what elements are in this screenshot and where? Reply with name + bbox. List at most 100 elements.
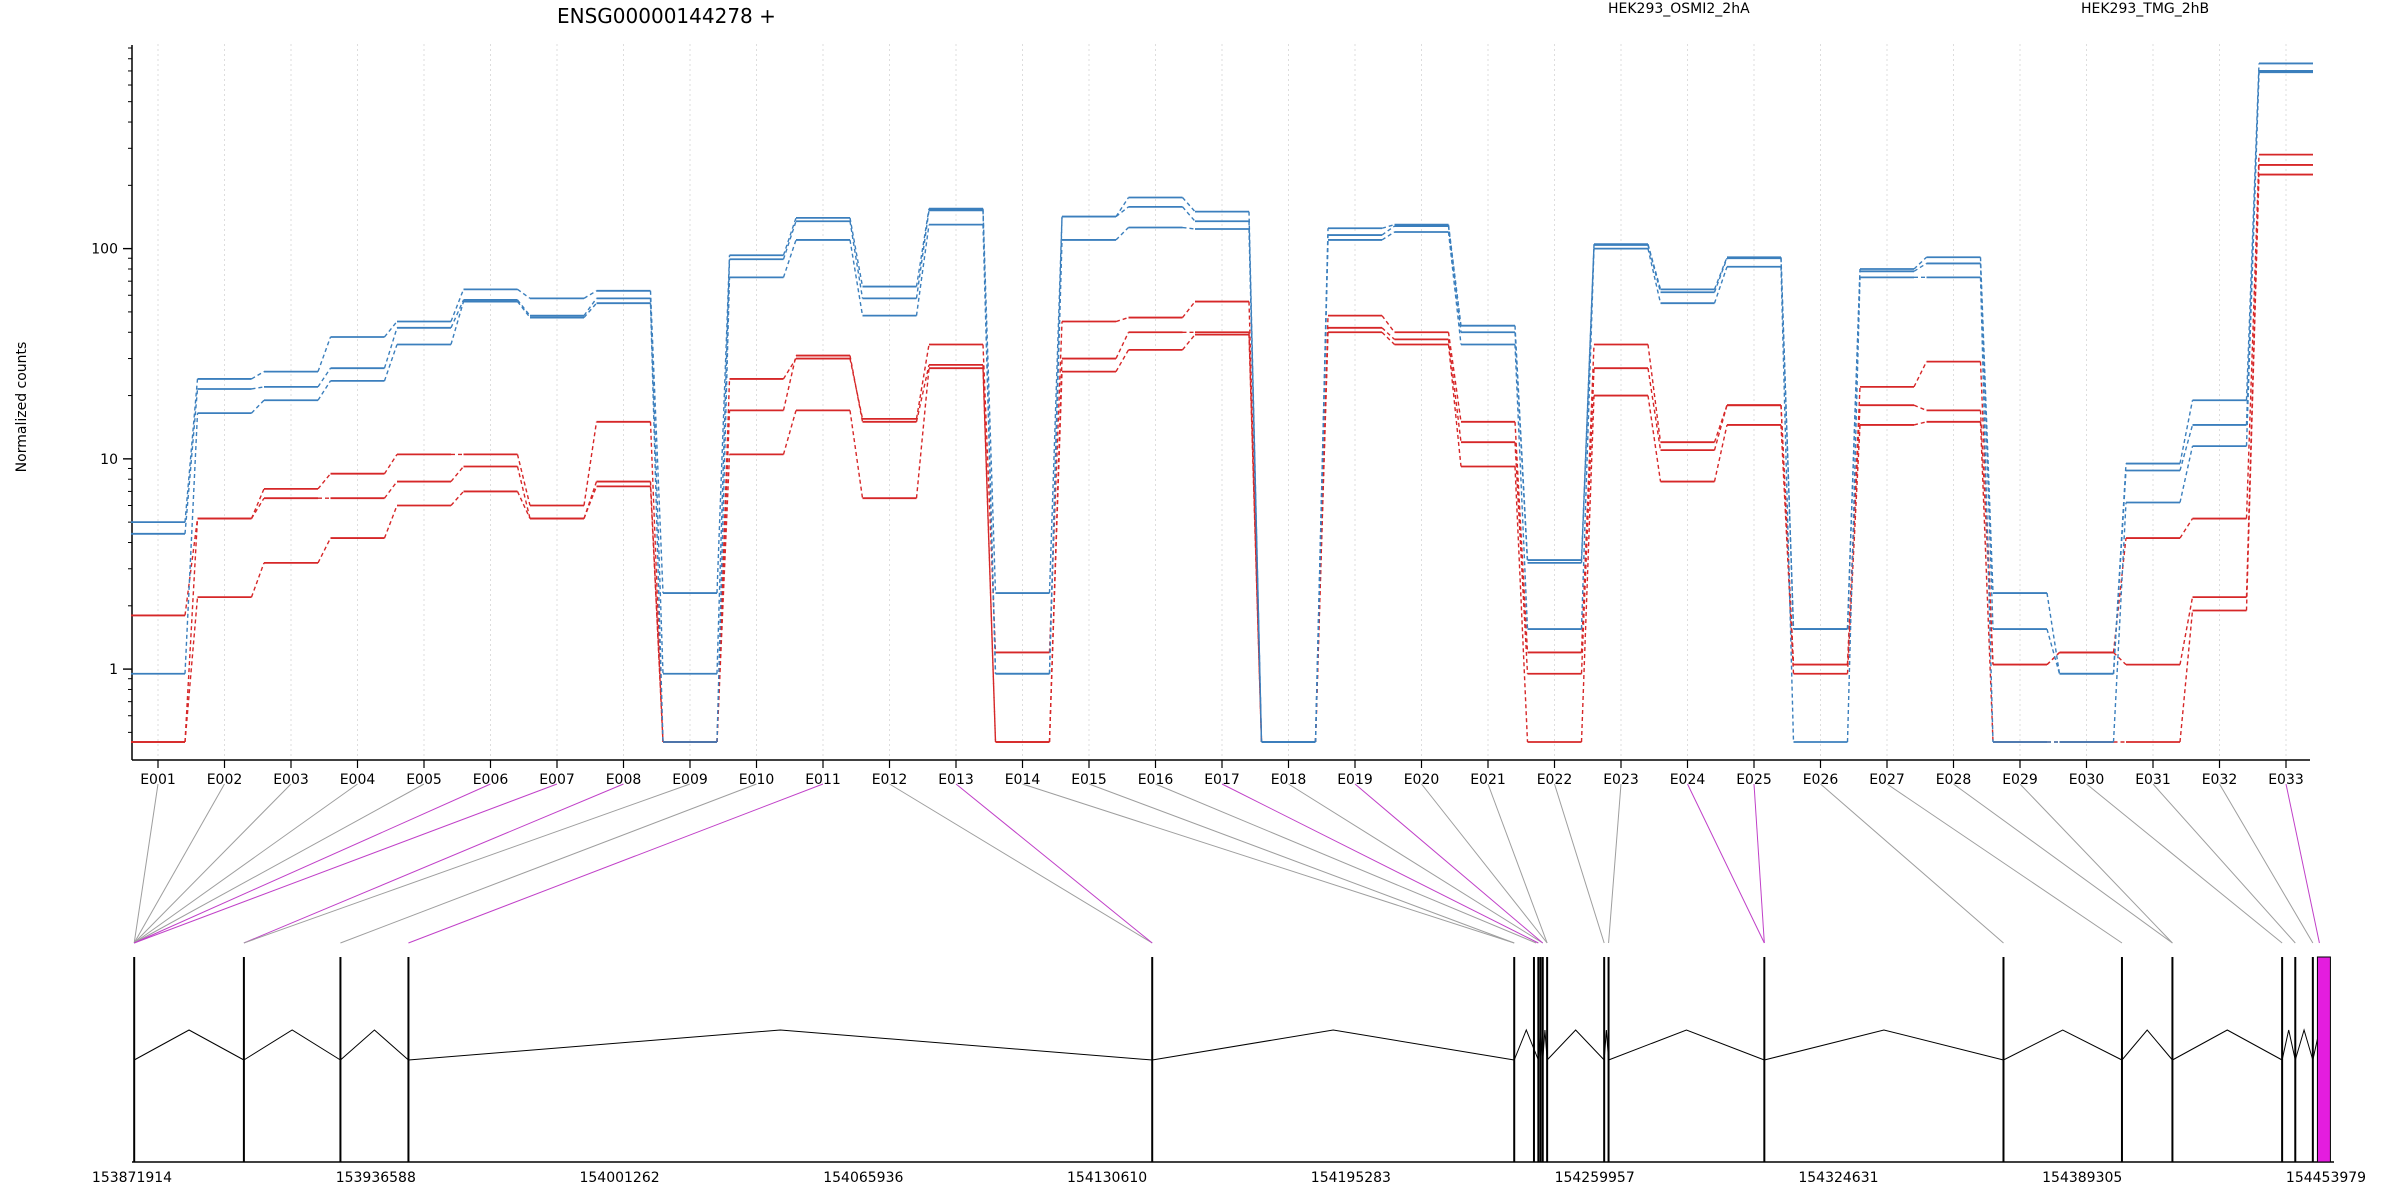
series-transition bbox=[915, 210, 930, 299]
series-transition bbox=[1647, 244, 1662, 293]
series-transition bbox=[250, 488, 265, 519]
series-transition bbox=[2245, 72, 2260, 447]
series-transition bbox=[2179, 445, 2194, 503]
x-tick-label: E014 bbox=[1005, 772, 1041, 788]
series-transition bbox=[982, 368, 997, 743]
series-transition bbox=[1381, 225, 1395, 236]
series-transition bbox=[251, 386, 265, 390]
genomic-tick-label: 154065936 bbox=[823, 1170, 903, 1186]
connector-line bbox=[133, 783, 358, 944]
series-transition bbox=[982, 344, 997, 653]
connector-line bbox=[340, 783, 757, 944]
gene-model: 153871914 153936588 154001262 154065936 1541… bbox=[92, 956, 2366, 1186]
series-transition bbox=[782, 355, 797, 411]
series-transition bbox=[383, 344, 398, 382]
series-transition bbox=[1048, 321, 1063, 653]
series-transition bbox=[716, 259, 731, 674]
connector-line-highlighted bbox=[2285, 783, 2320, 944]
series-transition bbox=[1181, 206, 1196, 222]
connector-line bbox=[889, 783, 1153, 944]
connector-line bbox=[1554, 783, 1605, 944]
connector-line bbox=[1155, 783, 1537, 944]
x-tick-label: E003 bbox=[273, 772, 309, 788]
series-transition bbox=[383, 327, 398, 369]
series-transition bbox=[450, 301, 465, 345]
series-transition bbox=[1713, 424, 1728, 482]
series-transition bbox=[716, 378, 731, 743]
x-tick-label: E011 bbox=[805, 772, 841, 788]
series-transition bbox=[2112, 502, 2127, 743]
connector-line-highlighted bbox=[1354, 783, 1544, 944]
series-transition bbox=[849, 239, 864, 316]
genomic-tick-label: 154324631 bbox=[1798, 1170, 1878, 1186]
x-tick-label: E015 bbox=[1071, 772, 1107, 788]
chart-title: ENSG00000144278 + bbox=[557, 4, 776, 28]
x-tick-label: E026 bbox=[1803, 772, 1839, 788]
connector-line bbox=[133, 783, 159, 944]
series-transition bbox=[1913, 404, 1927, 412]
connector-line bbox=[133, 783, 425, 944]
y-tick-label: 10 bbox=[100, 452, 118, 468]
intron-line bbox=[408, 1029, 1153, 1061]
series-transition bbox=[383, 454, 398, 475]
series-transition bbox=[1979, 410, 1994, 665]
series-transition bbox=[250, 497, 265, 519]
series-transition bbox=[1381, 327, 1395, 340]
series-transition bbox=[915, 368, 930, 499]
series-transition bbox=[583, 302, 598, 319]
connector-line bbox=[1288, 783, 1544, 944]
series-transition bbox=[1182, 226, 1196, 230]
series-transition bbox=[1514, 442, 1529, 674]
series-transition bbox=[2046, 592, 2061, 674]
series-transition bbox=[849, 221, 864, 299]
series-transition bbox=[1913, 361, 1928, 388]
series-transition bbox=[516, 466, 531, 519]
series-transition bbox=[915, 344, 930, 419]
series-transition bbox=[1580, 368, 1595, 674]
series-transition bbox=[1647, 344, 1662, 443]
intron-line bbox=[1603, 1029, 1610, 1061]
series-transition bbox=[1846, 271, 1861, 630]
intron-line bbox=[1152, 1029, 1515, 1061]
series-transition bbox=[317, 336, 332, 372]
x-tick-label: E027 bbox=[1869, 772, 1905, 788]
series-transition bbox=[317, 367, 332, 388]
series-transition bbox=[516, 454, 531, 506]
series-transition bbox=[1115, 206, 1129, 218]
intron-line bbox=[2281, 1029, 2296, 1061]
series-transition bbox=[2112, 537, 2127, 653]
x-tick-label: E029 bbox=[2002, 772, 2038, 788]
series-transition bbox=[782, 220, 797, 260]
series-transition bbox=[1381, 223, 1395, 229]
x-tick-label: E023 bbox=[1603, 772, 1639, 788]
series-transition bbox=[2179, 596, 2194, 665]
x-tick-label: E001 bbox=[140, 772, 176, 788]
x-tick-label: E022 bbox=[1537, 772, 1573, 788]
series-transition bbox=[317, 537, 332, 564]
intron-line bbox=[2294, 1028, 2314, 1061]
connector-line bbox=[133, 783, 292, 944]
series-transition bbox=[849, 355, 864, 422]
series-transition bbox=[716, 410, 731, 743]
series-transition bbox=[1713, 404, 1728, 451]
series-transition bbox=[2112, 470, 2127, 674]
intron-line bbox=[2003, 1029, 2123, 1061]
series-transition bbox=[450, 289, 465, 322]
x-tick-label: E004 bbox=[340, 772, 376, 788]
series-transition bbox=[184, 378, 199, 523]
connector-line bbox=[1022, 783, 1515, 944]
x-tick-label: E016 bbox=[1138, 772, 1174, 788]
exon-connectors bbox=[133, 783, 2320, 944]
series-transition bbox=[1713, 257, 1728, 293]
x-tick-label: E021 bbox=[1470, 772, 1506, 788]
series-transition bbox=[1381, 331, 1395, 345]
series-transition bbox=[2245, 63, 2260, 401]
series-transition bbox=[1248, 332, 1263, 743]
x-tick-label: E008 bbox=[606, 772, 642, 788]
connector-line-highlighted bbox=[134, 783, 558, 944]
series-transition bbox=[1115, 197, 1130, 217]
x-tick-label: E032 bbox=[2202, 772, 2238, 788]
series-transition bbox=[782, 410, 797, 455]
series-transition bbox=[1514, 332, 1529, 563]
